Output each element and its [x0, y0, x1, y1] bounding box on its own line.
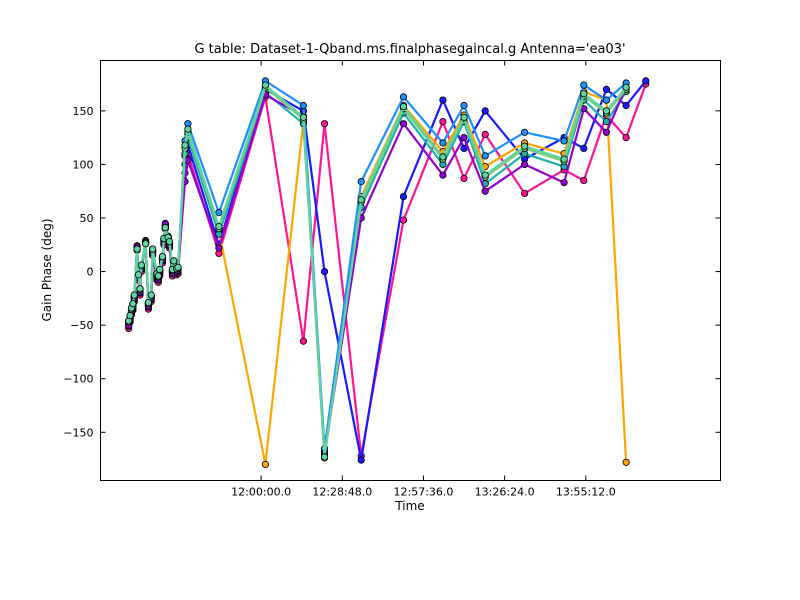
data-point	[481, 130, 489, 138]
data-point	[399, 193, 408, 201]
data-point	[299, 337, 307, 345]
data-point	[137, 261, 145, 269]
data-point	[129, 300, 137, 308]
data-point	[460, 113, 468, 121]
data-point	[133, 245, 141, 253]
data-point	[622, 83, 630, 91]
data-point	[399, 120, 408, 128]
data-point	[602, 128, 611, 136]
data-point	[460, 134, 468, 142]
data-point	[399, 93, 408, 101]
data-point	[136, 285, 144, 293]
data-point	[602, 96, 611, 104]
data-point	[261, 460, 269, 468]
data-point	[622, 458, 630, 466]
data-point	[520, 160, 529, 168]
ticks-layer: 12:00:00.0 12:28:48.0 12:57:36.0 13:26:24.0…	[63, 60, 721, 499]
data-point	[130, 291, 138, 299]
data-point	[215, 223, 223, 231]
data-point	[520, 128, 529, 136]
data-point	[580, 176, 588, 185]
data-point	[439, 153, 447, 161]
data-point	[602, 118, 611, 126]
data-point	[181, 141, 189, 149]
data-point	[357, 178, 365, 186]
series-7	[125, 81, 630, 461]
y-tick-label: 50	[80, 212, 94, 225]
data-point	[299, 101, 307, 110]
data-point	[520, 189, 529, 197]
data-point	[170, 257, 178, 265]
data-point	[134, 271, 143, 279]
data-point	[126, 311, 134, 320]
data-point	[439, 139, 447, 147]
data-point	[580, 81, 588, 89]
data-point	[320, 120, 329, 128]
data-point	[481, 187, 489, 195]
y-tick-label: −100	[63, 373, 93, 386]
data-point	[142, 240, 150, 248]
x-tick-label: 12:28:48.0	[312, 486, 372, 499]
data-point	[439, 171, 447, 179]
data-point	[144, 298, 152, 307]
data-point	[560, 155, 568, 163]
data-point	[156, 265, 164, 273]
y-axis-label: Gain Phase (deg)	[40, 218, 54, 321]
x-axis-label: Time	[394, 499, 424, 513]
y-tick-label: 0	[87, 266, 94, 279]
data-point	[215, 209, 223, 217]
data-point	[460, 101, 468, 110]
x-tick-label: 12:00:00.0	[231, 486, 291, 499]
x-tick-label: 13:26:24.0	[475, 486, 535, 499]
plot-frame	[100, 60, 721, 481]
y-tick-label: −150	[63, 426, 93, 439]
data-point	[154, 272, 162, 280]
data-point	[460, 174, 468, 182]
data-point	[320, 267, 329, 276]
data-point	[439, 118, 447, 126]
data-point	[357, 456, 365, 464]
data-point	[174, 263, 182, 271]
data-point	[580, 144, 588, 152]
data-point	[320, 453, 329, 461]
y-tick-label: −50	[70, 319, 93, 332]
data-point	[158, 253, 167, 261]
data-point	[399, 216, 408, 224]
data-point	[481, 171, 489, 179]
data-point	[520, 142, 529, 150]
data-point	[602, 107, 611, 115]
data-point	[184, 125, 192, 133]
data-point	[580, 90, 588, 98]
data-point	[161, 224, 169, 232]
data-point	[622, 101, 630, 110]
x-tick-label: 13:55:12.0	[556, 486, 616, 499]
data-point	[147, 291, 155, 299]
data-point	[560, 137, 568, 145]
data-point	[602, 85, 611, 94]
data-point	[560, 179, 568, 187]
data-point	[399, 103, 408, 111]
data-point	[261, 81, 269, 89]
y-tick-label: 150	[73, 105, 94, 118]
data-point	[622, 134, 630, 142]
data-point	[299, 113, 307, 121]
data-point	[357, 196, 365, 204]
data-point	[481, 152, 489, 160]
chart-title: G table: Dataset-1-Qband.ms.finalphasega…	[194, 42, 625, 57]
y-tick-label: 100	[73, 158, 94, 171]
data-point	[165, 238, 174, 246]
data-point	[439, 96, 447, 104]
data-point	[642, 77, 650, 85]
data-point	[149, 245, 157, 253]
data-point	[481, 107, 489, 115]
data-point	[215, 244, 223, 252]
x-tick-label: 12:57:36.0	[394, 486, 454, 499]
series-layer	[125, 77, 650, 468]
data-point	[184, 156, 192, 164]
